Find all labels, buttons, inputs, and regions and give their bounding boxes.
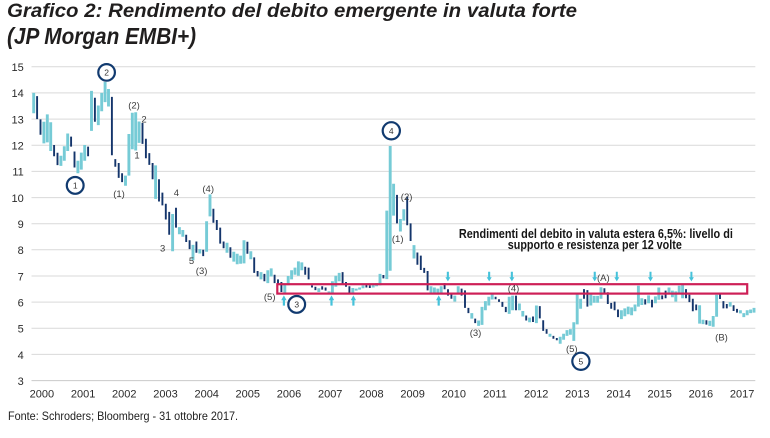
svg-text:Fonte: Schroders; Bloomberg -: Fonte: Schroders; Bloomberg - 31 ottobre…	[8, 409, 238, 423]
svg-text:(4): (4)	[508, 284, 520, 295]
svg-text:4: 4	[18, 350, 24, 362]
svg-text:2004: 2004	[194, 389, 218, 401]
svg-text:4: 4	[174, 188, 179, 199]
svg-text:(JP Morgan EMBI+): (JP Morgan EMBI+)	[7, 23, 196, 49]
svg-text:13: 13	[12, 114, 24, 126]
svg-text:9: 9	[18, 219, 24, 231]
svg-text:15: 15	[12, 62, 24, 74]
svg-text:3: 3	[18, 376, 24, 388]
svg-text:1: 1	[73, 180, 78, 190]
svg-text:4: 4	[389, 126, 394, 136]
svg-text:2013: 2013	[565, 389, 589, 401]
svg-text:1: 1	[134, 151, 139, 162]
svg-text:2: 2	[104, 67, 109, 77]
svg-text:2016: 2016	[689, 389, 713, 401]
svg-text:5: 5	[579, 356, 584, 366]
svg-text:2006: 2006	[277, 389, 301, 401]
svg-text:Grafico 2: Rendimento del debi: Grafico 2: Rendimento del debito emergen…	[7, 0, 577, 22]
svg-text:3: 3	[294, 299, 299, 309]
svg-text:(2): (2)	[128, 101, 140, 112]
svg-text:(3): (3)	[196, 266, 208, 277]
svg-text:2009: 2009	[400, 389, 424, 401]
svg-text:2002: 2002	[112, 389, 136, 401]
svg-text:2003: 2003	[153, 389, 177, 401]
svg-text:2012: 2012	[524, 389, 548, 401]
svg-text:5: 5	[189, 256, 194, 267]
svg-text:(1): (1)	[392, 234, 404, 245]
svg-text:7: 7	[18, 271, 24, 283]
svg-text:5: 5	[18, 324, 24, 336]
svg-text:6: 6	[18, 297, 24, 309]
svg-text:(3): (3)	[470, 328, 482, 339]
svg-text:2017: 2017	[730, 389, 754, 401]
svg-text:3: 3	[160, 244, 165, 255]
svg-text:8: 8	[18, 245, 24, 257]
svg-text:(1): (1)	[113, 189, 125, 200]
svg-text:2000: 2000	[30, 389, 54, 401]
svg-text:11: 11	[12, 167, 23, 179]
svg-text:(5): (5)	[566, 344, 578, 355]
svg-text:(A): (A)	[597, 273, 610, 284]
svg-text:2: 2	[141, 115, 146, 126]
svg-text:12: 12	[12, 141, 24, 153]
svg-text:Rendimenti del debito in valut: Rendimenti del debito in valuta estera 6…	[459, 226, 733, 241]
svg-text:(2): (2)	[401, 192, 413, 203]
svg-text:14: 14	[12, 88, 24, 100]
svg-text:(5): (5)	[264, 292, 276, 303]
svg-text:(4): (4)	[202, 184, 214, 195]
svg-text:10: 10	[12, 193, 24, 205]
svg-text:2010: 2010	[442, 389, 466, 401]
svg-text:2015: 2015	[647, 389, 671, 401]
svg-text:supporto e resistenza per 12 v: supporto e resistenza per 12 volte	[508, 237, 682, 252]
svg-text:2005: 2005	[236, 389, 260, 401]
svg-text:2007: 2007	[318, 389, 342, 401]
svg-text:(B): (B)	[715, 333, 728, 344]
svg-text:2008: 2008	[359, 389, 383, 401]
svg-text:2014: 2014	[606, 389, 630, 401]
svg-text:2001: 2001	[71, 389, 95, 401]
svg-text:2011: 2011	[483, 389, 507, 401]
